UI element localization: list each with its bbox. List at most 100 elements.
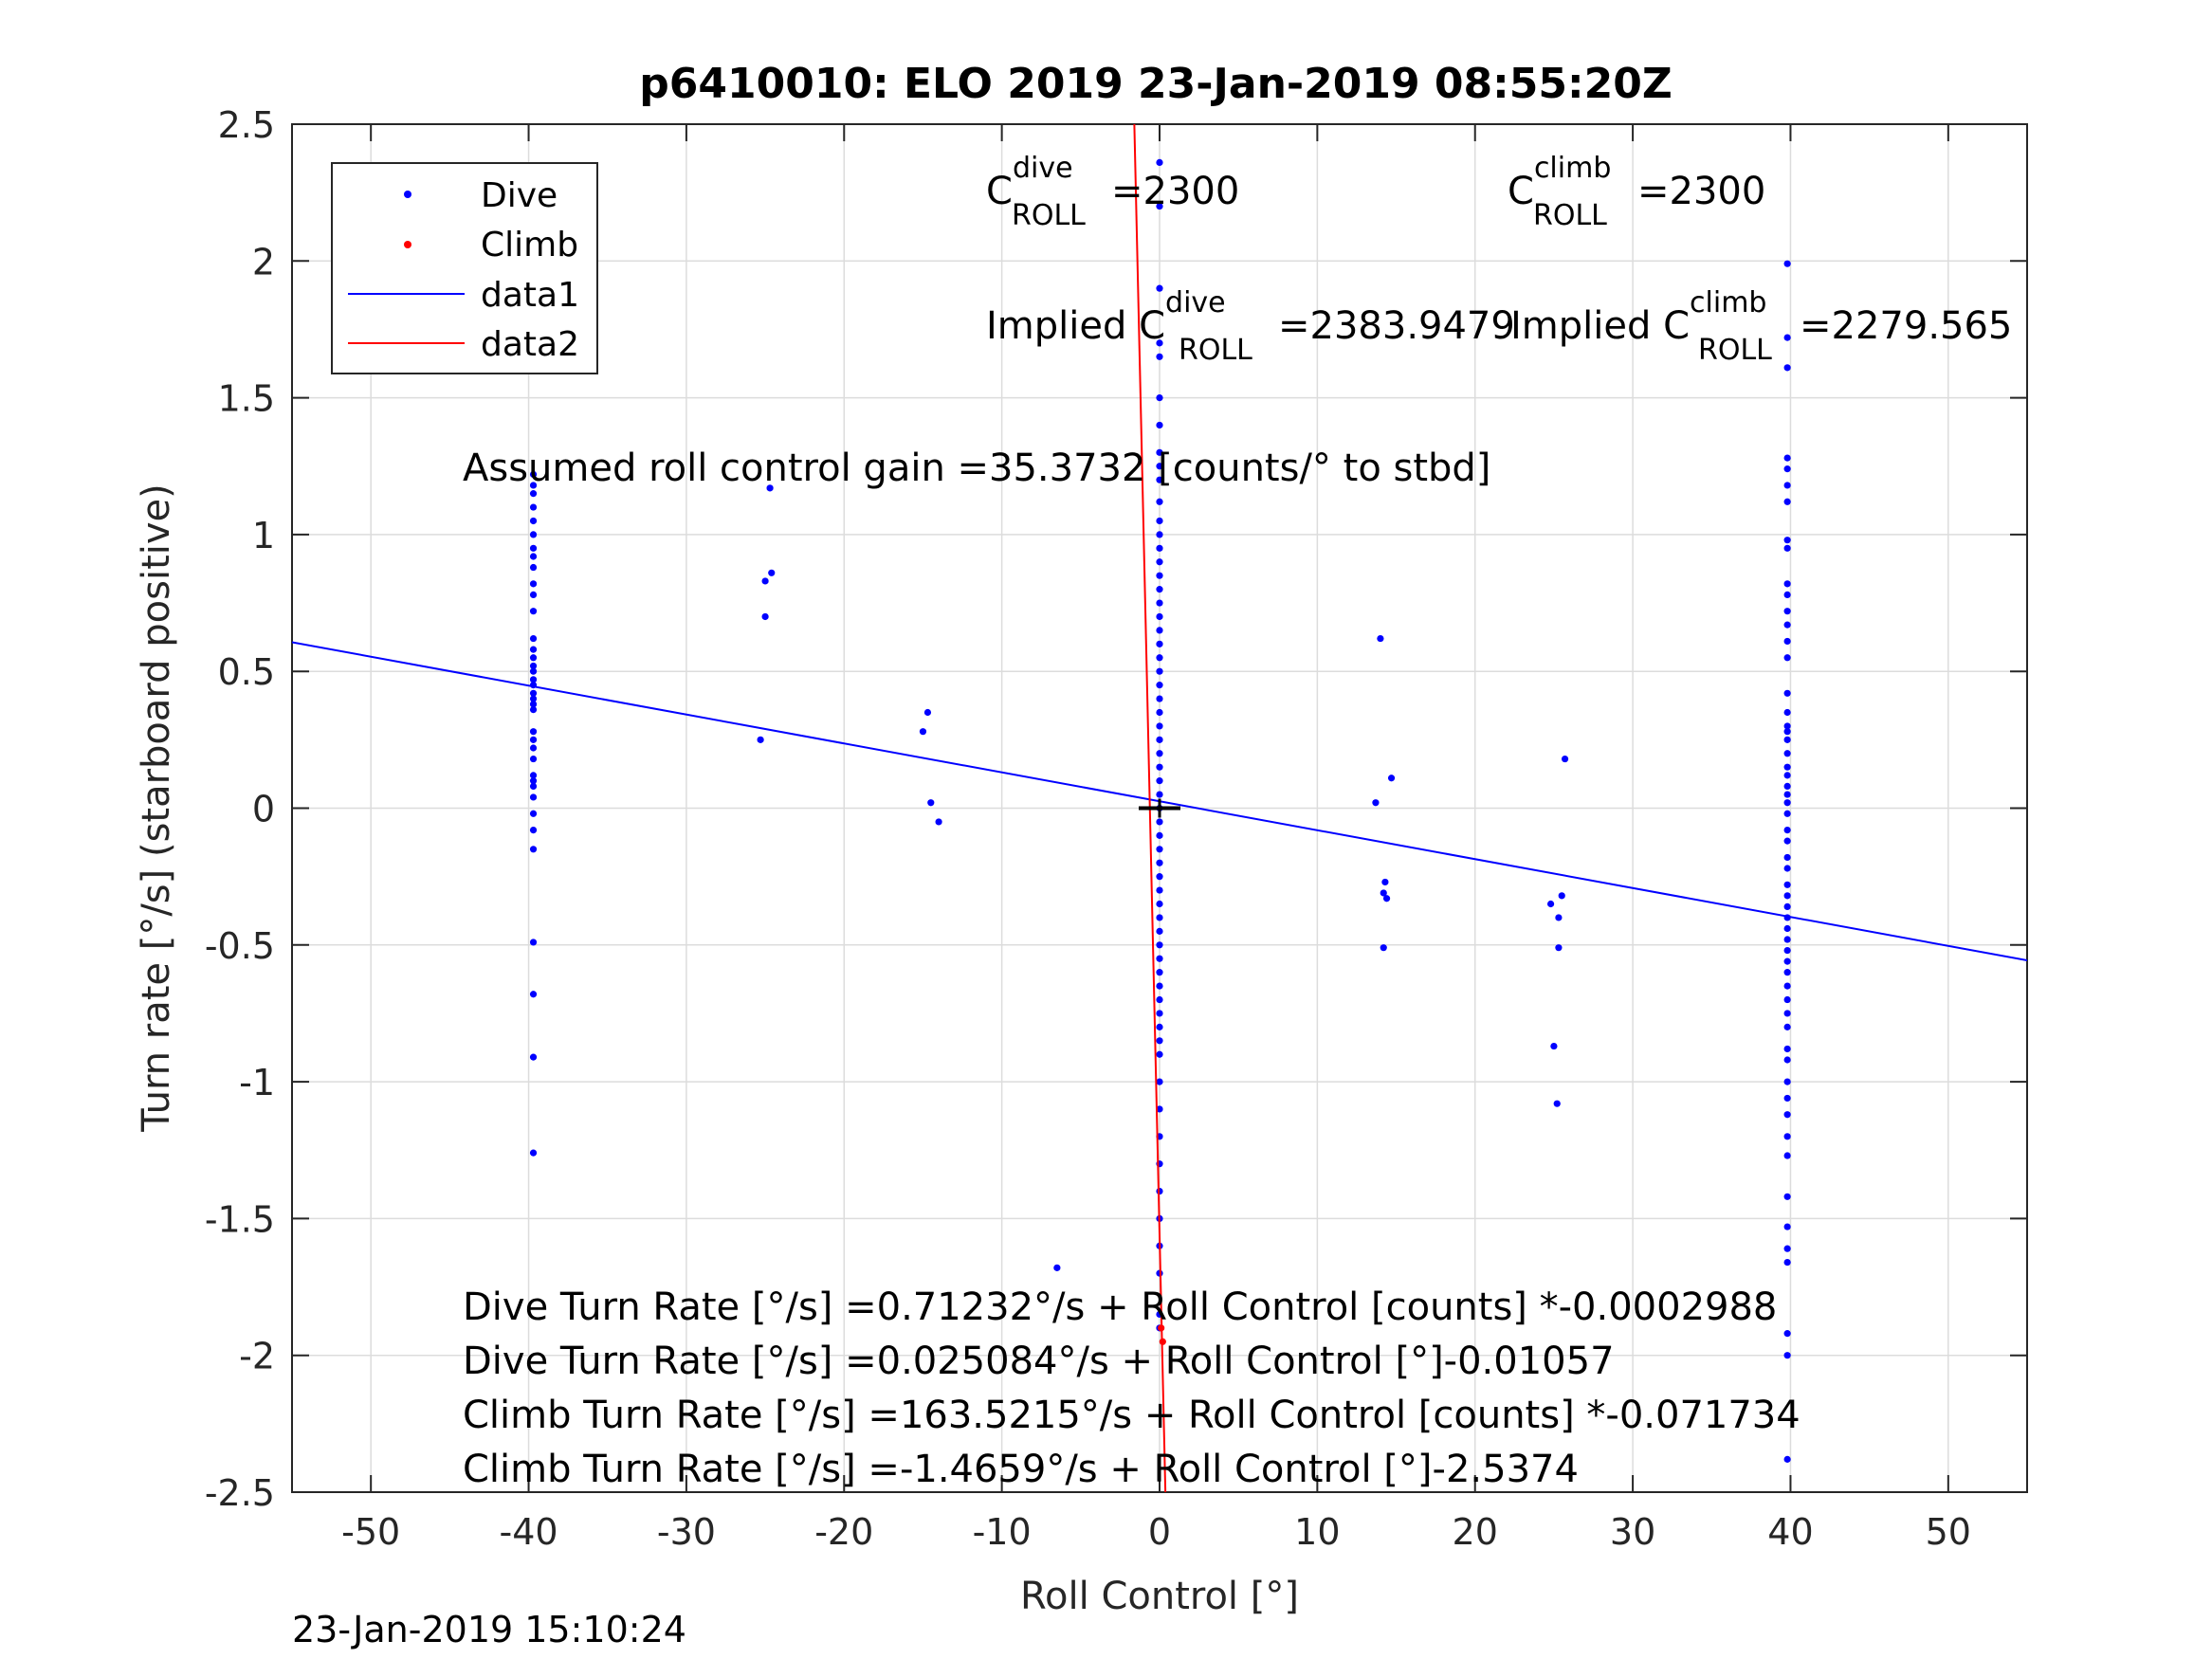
dive-point (1156, 586, 1163, 593)
chart-title: p6410010: ELO 2019 23-Jan-2019 08:55:20Z (639, 60, 1672, 108)
dive-point (1561, 755, 1569, 763)
implied-dive-sup: dive (1165, 286, 1226, 319)
dive-point (1783, 892, 1791, 900)
dive-point (1783, 1258, 1791, 1267)
x-tick-label: -10 (973, 1511, 1032, 1553)
implied-dive-prefix: Implied C (986, 304, 1165, 348)
dive-point (1783, 1078, 1791, 1085)
dive-point (1783, 902, 1791, 910)
dive-point (1156, 284, 1163, 292)
x-tick-label: -50 (341, 1511, 400, 1553)
dive-point (1156, 722, 1163, 730)
dive-point (1783, 1152, 1791, 1159)
dive-point (1156, 995, 1163, 1004)
data-marks (292, 124, 2027, 1492)
dive-point (1156, 1050, 1163, 1058)
dive-point (529, 793, 538, 801)
dive-point (1783, 837, 1791, 845)
dive-point (1783, 791, 1791, 798)
y-tick-label: -0.5 (205, 925, 275, 967)
dive-point (1783, 736, 1791, 743)
dive-point (529, 810, 538, 817)
dive-point (766, 484, 774, 492)
implied-climb-sub: ROLL (1698, 334, 1772, 367)
dive-point (529, 701, 538, 708)
y-tick-label: -1 (239, 1062, 275, 1103)
dive-point (919, 728, 927, 736)
dive-point (1783, 708, 1791, 717)
implied-dive-value: =2383.9479 (1278, 304, 1515, 348)
dive-point (1156, 914, 1163, 921)
dive-point (1783, 1193, 1791, 1200)
dive-point (529, 517, 538, 525)
dive-point (1783, 946, 1791, 955)
dive-point (529, 490, 538, 498)
dive-point (1783, 637, 1791, 646)
dive-point (1156, 627, 1163, 634)
dive-point (1156, 421, 1163, 429)
y-tick-label: 2.5 (218, 104, 275, 146)
dive-point (529, 482, 538, 489)
dive-point (529, 544, 538, 552)
dive-point (1156, 969, 1163, 976)
dive-point (1558, 892, 1565, 900)
dive-point (1783, 881, 1791, 888)
dive-point (1783, 608, 1791, 615)
dive-point (1156, 750, 1163, 757)
dive-point (1156, 1078, 1163, 1085)
dive-point (1783, 364, 1791, 372)
dive-point (1156, 831, 1163, 839)
dive-point (1156, 763, 1163, 771)
dive-point (1783, 750, 1791, 757)
dive-point (529, 470, 538, 479)
dive-fit-counts: Dive Turn Rate [°/s] =0.71232°/s + Roll … (463, 1285, 1777, 1329)
dive-point (1783, 1056, 1791, 1064)
dive-point (1156, 1105, 1163, 1113)
dive-point (1783, 591, 1791, 598)
dive-point (1783, 1330, 1791, 1338)
dive-point (1156, 1037, 1163, 1045)
dive-point (1387, 775, 1396, 782)
legend-label-dive: Dive (481, 176, 558, 215)
c-dive-sub: ROLL (1012, 199, 1086, 232)
dive-point (1156, 736, 1163, 743)
dive-point (1783, 1223, 1791, 1231)
dive-point (1156, 682, 1163, 689)
dive-point (529, 608, 538, 615)
implied-dive-sub: ROLL (1179, 334, 1252, 367)
legend: Dive Climb data1 data2 (331, 162, 598, 374)
dive-point (1783, 1010, 1791, 1017)
dive-point (1156, 791, 1163, 798)
implied-climb-sup: climb (1690, 286, 1766, 319)
x-tick-label: 40 (1767, 1511, 1813, 1553)
dive-point (1783, 1023, 1791, 1030)
dive-point (1156, 859, 1163, 866)
dive-point (1783, 772, 1791, 779)
dive-point (1783, 498, 1791, 505)
dive-point (529, 591, 538, 598)
roll-gain-annotation: Assumed roll control gain =35.3732 [coun… (463, 447, 1490, 490)
dive-point (529, 634, 538, 643)
x-tick-label: 20 (1453, 1511, 1498, 1553)
dive-point (927, 799, 935, 807)
c-dive-sup: dive (1013, 152, 1073, 185)
dive-point (1380, 944, 1387, 952)
implied-c-climb-label: Implied Cclimb ROLL =2279.565 (1510, 286, 2012, 367)
dive-point (1783, 1245, 1791, 1252)
dive-point (1783, 853, 1791, 862)
dive-point (923, 708, 932, 717)
dive-point (1555, 914, 1563, 921)
y-tick-label: 2 (252, 241, 275, 283)
dive-point (1783, 580, 1791, 588)
y-tick-label: 1.5 (218, 378, 275, 420)
dive-point (1783, 995, 1791, 1004)
dive-point (761, 577, 769, 585)
dive-point (529, 846, 538, 853)
legend-marker-dive (404, 191, 411, 198)
y-tick-label: -2 (239, 1336, 275, 1377)
implied-climb-prefix: Implied C (1510, 304, 1690, 348)
implied-climb-value: =2279.565 (1800, 304, 2012, 348)
dive-point (1783, 260, 1791, 267)
annotations: Cdive ROLL =2300 Cclimb ROLL =2300 Implied C… (463, 152, 2012, 1491)
dive-point (1156, 846, 1163, 853)
